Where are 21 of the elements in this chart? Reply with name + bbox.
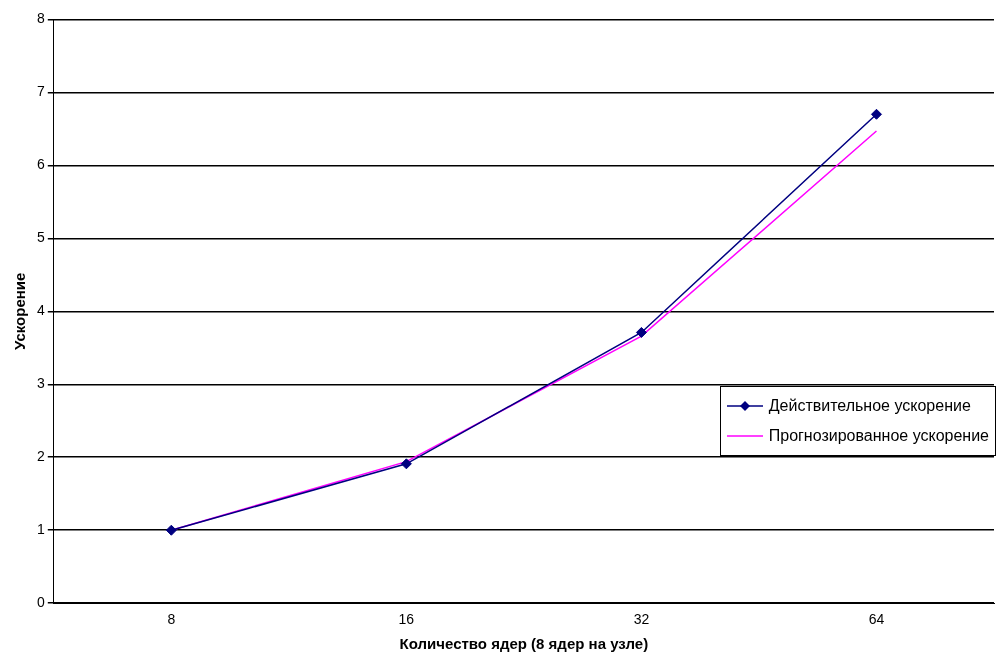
x-tick-label: 32: [633, 611, 650, 628]
legend-label: Прогнозированное ускорение: [768, 427, 989, 445]
y-tick-label: 1: [36, 521, 45, 538]
y-tick-label: 7: [36, 83, 45, 100]
y-tick-label: 2: [36, 448, 45, 465]
y-tick-label: 5: [36, 229, 45, 246]
y-axis-title: Ускорение: [11, 272, 29, 350]
x-tick-label: 8: [167, 611, 176, 628]
legend-label: Действительное ускорение: [768, 397, 971, 415]
y-tick-label: 3: [36, 375, 45, 392]
y-tick-label: 4: [36, 302, 45, 319]
x-tick-label: 64: [868, 611, 885, 628]
x-axis-title: Количество ядер (8 ядер на узле): [399, 635, 649, 653]
y-tick-label: 6: [36, 156, 45, 173]
point: [635, 326, 647, 338]
point: [400, 458, 412, 470]
y-tick-label: 0: [36, 594, 45, 611]
point: [870, 108, 882, 120]
y-tick-label: 8: [36, 10, 45, 27]
x-tick-label: 16: [398, 611, 415, 628]
point: [165, 524, 177, 536]
